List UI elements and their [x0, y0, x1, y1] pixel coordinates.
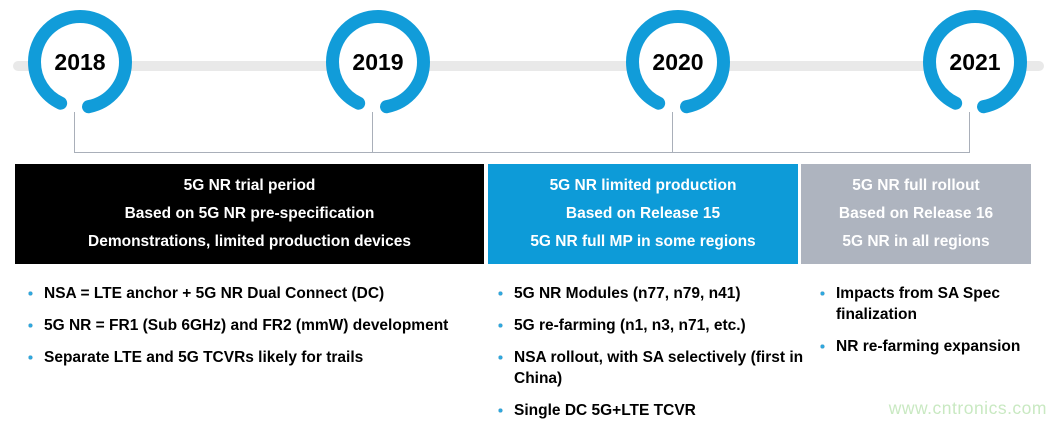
band-line: 5G NR in all regions	[842, 233, 990, 250]
connector-drop-2018	[74, 112, 75, 153]
bullet-item: Separate LTE and 5G TCVRs likely for tra…	[44, 349, 364, 366]
connector-horizontal-line	[74, 152, 970, 153]
bullet-item: 5G re-farming (n1, n3, n71, etc.)	[514, 317, 746, 334]
bullet-list-limited-production: • 5G NR Modules (n77, n79, n41) • 5G re-fa…	[496, 283, 814, 424]
bullet-dot-icon: •	[28, 285, 33, 301]
connector-drop-2020	[672, 112, 673, 153]
year-label: 2021	[949, 48, 1001, 75]
bullet-item: 5G NR Modules (n77, n79, n41)	[514, 285, 741, 302]
band-line: Based on 5G NR pre-specification	[124, 205, 375, 222]
year-node-2021: 2021	[922, 9, 1028, 115]
bullet-dot-icon: •	[498, 349, 503, 365]
phase-band-trial-period: 5G NR trial period Based on 5G NR pre-sp…	[15, 164, 484, 264]
bullet-item: NR re-farming expansion	[836, 338, 1021, 355]
year-node-2019: 2019	[325, 9, 431, 115]
bullet-dot-icon: •	[28, 317, 33, 333]
bullet-item: NSA rollout, with SA selectively (first …	[514, 349, 804, 387]
band-line: 5G NR full MP in some regions	[530, 233, 756, 250]
band-line: 5G NR full rollout	[852, 177, 980, 194]
band-line: Based on Release 15	[565, 205, 721, 222]
band-line: Demonstrations, limited production devic…	[88, 233, 411, 250]
year-label: 2020	[652, 48, 704, 75]
bullet-list-trial-period: • NSA = LTE anchor + 5G NR Dual Connect (…	[26, 283, 464, 379]
bullet-item: NSA = LTE anchor + 5G NR Dual Connect (D…	[44, 285, 385, 302]
connector-drop-2019	[372, 112, 373, 153]
bullet-dot-icon: •	[498, 317, 503, 333]
year-ring-icon	[626, 10, 730, 114]
phase-band-full-rollout: 5G NR full rollout Based on Release 16 5…	[801, 164, 1031, 264]
bullet-dot-icon: •	[820, 338, 825, 354]
year-node-2020: 2020	[625, 9, 731, 115]
bullet-item: Single DC 5G+LTE TCVR	[514, 402, 696, 419]
bullet-dot-icon: •	[498, 285, 503, 301]
band-line: Based on Release 16	[838, 205, 994, 222]
bullet-dot-icon: •	[498, 402, 503, 418]
phase-band-limited-production: 5G NR limited production Based on Releas…	[488, 164, 798, 264]
year-node-2018: 2018	[27, 9, 133, 115]
bullet-dot-icon: •	[820, 285, 825, 301]
year-ring-icon	[923, 10, 1027, 114]
bullet-dot-icon: •	[28, 349, 33, 365]
watermark: www.cntronics.com	[888, 398, 1047, 418]
year-ring-icon	[28, 10, 132, 114]
bullet-list-full-rollout: • Impacts from SA Spec finalization • NR r…	[818, 283, 1046, 368]
year-label: 2019	[352, 48, 404, 75]
band-line: 5G NR trial period	[183, 177, 316, 194]
connector-drop-2021	[969, 112, 970, 153]
timeline-bar	[13, 61, 1044, 71]
bullet-item: 5G NR = FR1 (Sub 6GHz) and FR2 (mmW) dev…	[44, 317, 449, 334]
year-label: 2018	[54, 48, 106, 75]
band-line: 5G NR limited production	[549, 177, 737, 194]
year-ring-icon	[326, 10, 430, 114]
bullet-item: Impacts from SA Spec finalization	[836, 285, 1000, 323]
